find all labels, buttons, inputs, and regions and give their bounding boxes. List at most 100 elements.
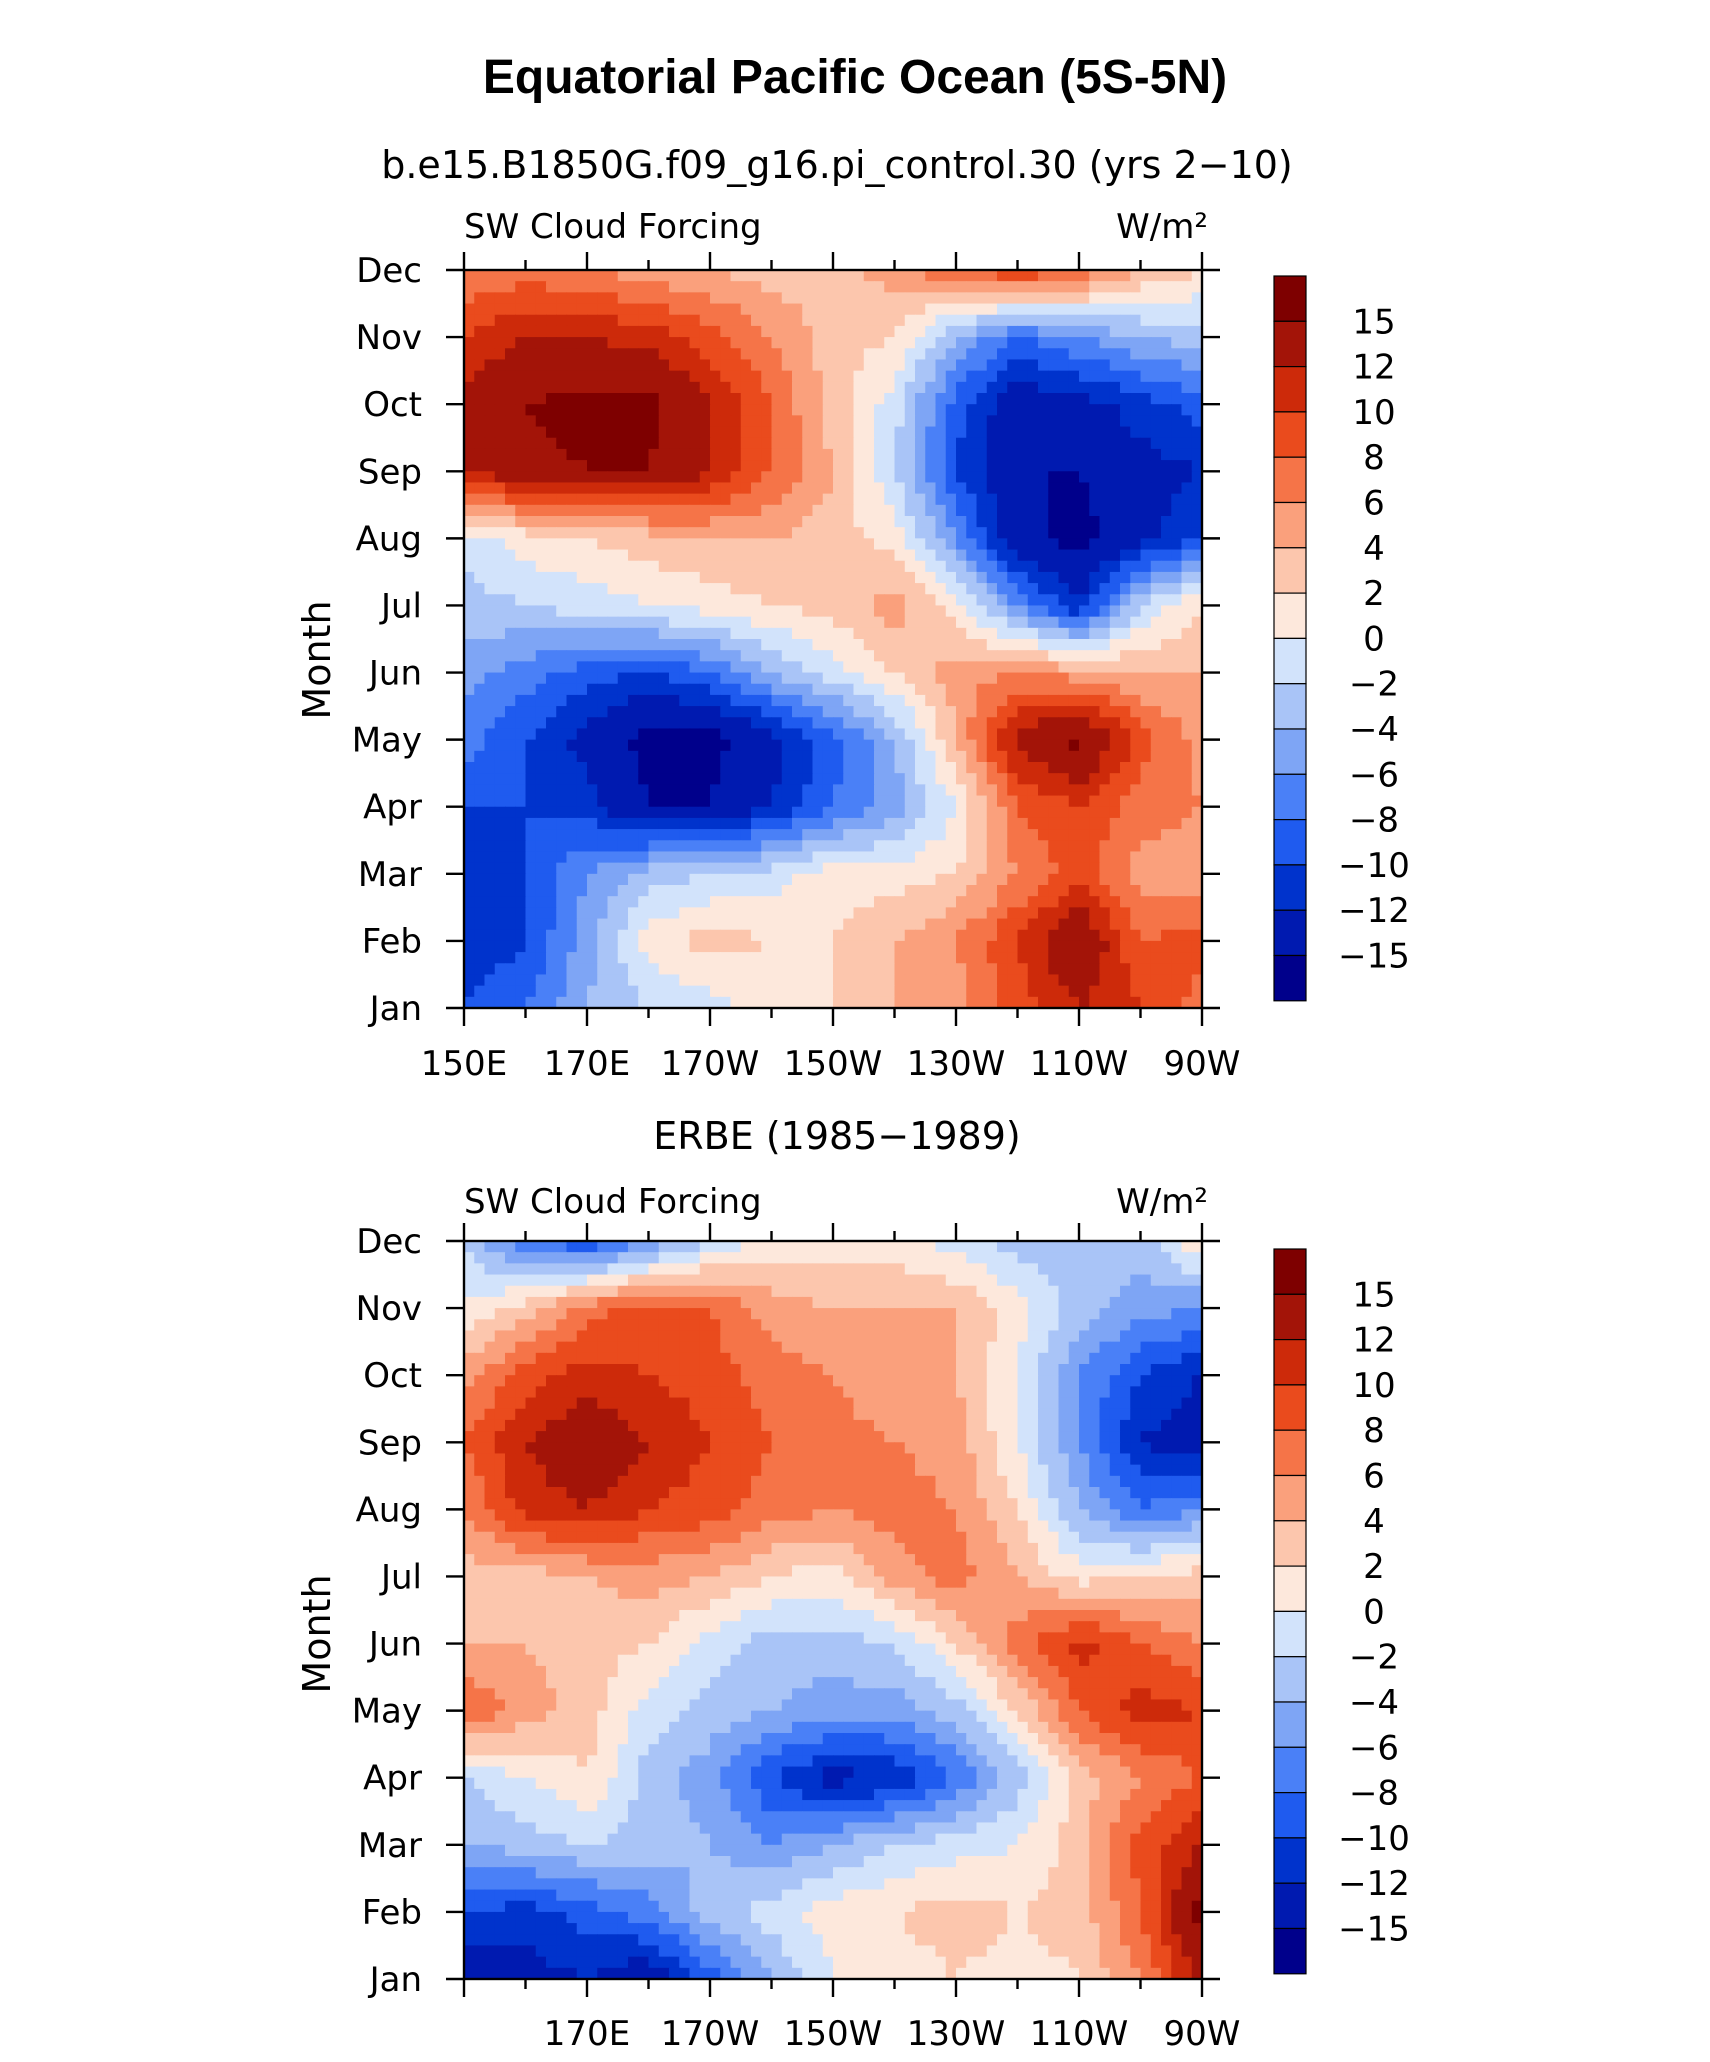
heatmap-cell <box>853 639 865 651</box>
heatmap-cell <box>771 493 783 506</box>
heatmap-cell <box>576 907 588 920</box>
heatmap-cell <box>945 337 957 349</box>
heatmap-cell <box>525 393 537 405</box>
heatmap-cell <box>822 795 834 808</box>
heatmap-cell <box>997 717 1008 730</box>
heatmap-cell <box>669 538 680 551</box>
heatmap-cell <box>546 851 557 864</box>
heatmap-cell <box>566 806 578 819</box>
heatmap-cell <box>1038 493 1049 506</box>
heatmap-cell <box>997 504 1008 517</box>
heatmap-cell <box>556 672 568 685</box>
heatmap-cell <box>894 762 906 774</box>
heatmap-cell <box>781 974 793 987</box>
heatmap-cell <box>1079 471 1090 484</box>
heatmap-cell <box>587 996 598 1009</box>
heatmap-cell <box>576 795 588 808</box>
y-tick-label: Jun <box>367 654 422 694</box>
heatmap-cell <box>494 728 506 741</box>
heatmap-cell <box>761 840 773 853</box>
heatmap-cell <box>1038 907 1049 920</box>
heatmap-cell <box>515 907 527 920</box>
heatmap-cell <box>822 270 834 282</box>
heatmap-cell <box>915 694 926 707</box>
heatmap-cell <box>884 918 896 931</box>
heatmap-cell <box>505 460 516 472</box>
heatmap-cell <box>628 963 639 976</box>
heatmap-cell <box>1191 650 1203 662</box>
heatmap-cell <box>1079 974 1090 987</box>
heatmap-cell <box>812 527 824 539</box>
heatmap-cell <box>525 281 537 293</box>
heatmap-cell <box>556 594 568 607</box>
heatmap-cell <box>1120 773 1131 785</box>
heatmap-cell <box>617 940 629 953</box>
heatmap-cell <box>843 527 855 539</box>
heatmap-cell <box>925 817 937 830</box>
heatmap-cell <box>484 952 496 964</box>
heatmap-cell <box>874 974 885 987</box>
heatmap-cell <box>822 404 834 416</box>
heatmap-cell <box>1007 840 1019 853</box>
heatmap-cell <box>505 627 516 640</box>
heatmap-cell <box>1140 806 1152 819</box>
heatmap-cell <box>1058 706 1070 718</box>
heatmap-cell <box>576 594 588 607</box>
heatmap-cell <box>781 851 793 864</box>
heatmap-cell <box>566 996 578 1009</box>
colorbar-box <box>1273 683 1307 730</box>
heatmap-cell <box>597 560 609 573</box>
heatmap-cell <box>1079 784 1090 797</box>
heatmap-cell <box>679 527 691 539</box>
heatmap-cell <box>1191 404 1203 416</box>
heatmap-cell <box>822 639 834 651</box>
heatmap-cell <box>638 817 650 830</box>
heatmap-cell <box>1027 996 1039 1009</box>
heatmap-cell <box>617 694 629 707</box>
heatmap-cell <box>1181 929 1193 942</box>
heatmap-cell <box>904 896 916 908</box>
heatmap-cell <box>1109 806 1121 819</box>
heatmap-cell <box>935 672 947 685</box>
heatmap-cell <box>679 717 691 730</box>
heatmap-cell <box>1038 862 1049 875</box>
heatmap-cell <box>1089 538 1101 551</box>
heatmap-cell <box>904 583 916 595</box>
heatmap-cell <box>638 650 650 662</box>
heatmap-cell <box>781 437 793 450</box>
heatmap-cell <box>730 381 742 394</box>
heatmap-cell <box>1079 281 1090 293</box>
heatmap-cell <box>556 381 568 394</box>
heatmap-cell <box>751 996 762 1009</box>
heatmap-cell <box>1048 728 1060 741</box>
heatmap-cell <box>915 873 926 886</box>
heatmap-cell <box>802 594 814 607</box>
heatmap-cell <box>976 940 988 953</box>
heatmap-cell <box>1171 963 1183 976</box>
heatmap-cell <box>597 281 609 293</box>
heatmap-cell <box>1017 963 1029 976</box>
heatmap-cell <box>1038 538 1049 551</box>
heatmap-cell <box>1150 627 1162 640</box>
heatmap-cell <box>566 281 578 293</box>
heatmap-cell <box>997 493 1008 506</box>
heatmap-cell <box>556 762 568 774</box>
heatmap-cell <box>1079 415 1090 428</box>
heatmap-cell <box>1089 795 1101 808</box>
heatmap-cell <box>997 907 1008 920</box>
heatmap-cell <box>720 549 732 562</box>
heatmap-cell <box>1191 359 1203 372</box>
heatmap-cell <box>556 325 568 338</box>
heatmap-cell <box>515 337 527 349</box>
heatmap-cell <box>781 784 793 797</box>
heatmap-cell <box>494 616 506 629</box>
heatmap-cell <box>638 806 650 819</box>
heatmap-cell <box>1161 571 1172 584</box>
heatmap-cell <box>515 460 527 472</box>
heatmap-cell <box>638 661 650 674</box>
heatmap-cell <box>658 448 670 461</box>
heatmap-cell <box>935 348 947 361</box>
heatmap-cell <box>546 359 557 372</box>
heatmap-cell <box>1017 281 1029 293</box>
heatmap-cell <box>1058 717 1070 730</box>
